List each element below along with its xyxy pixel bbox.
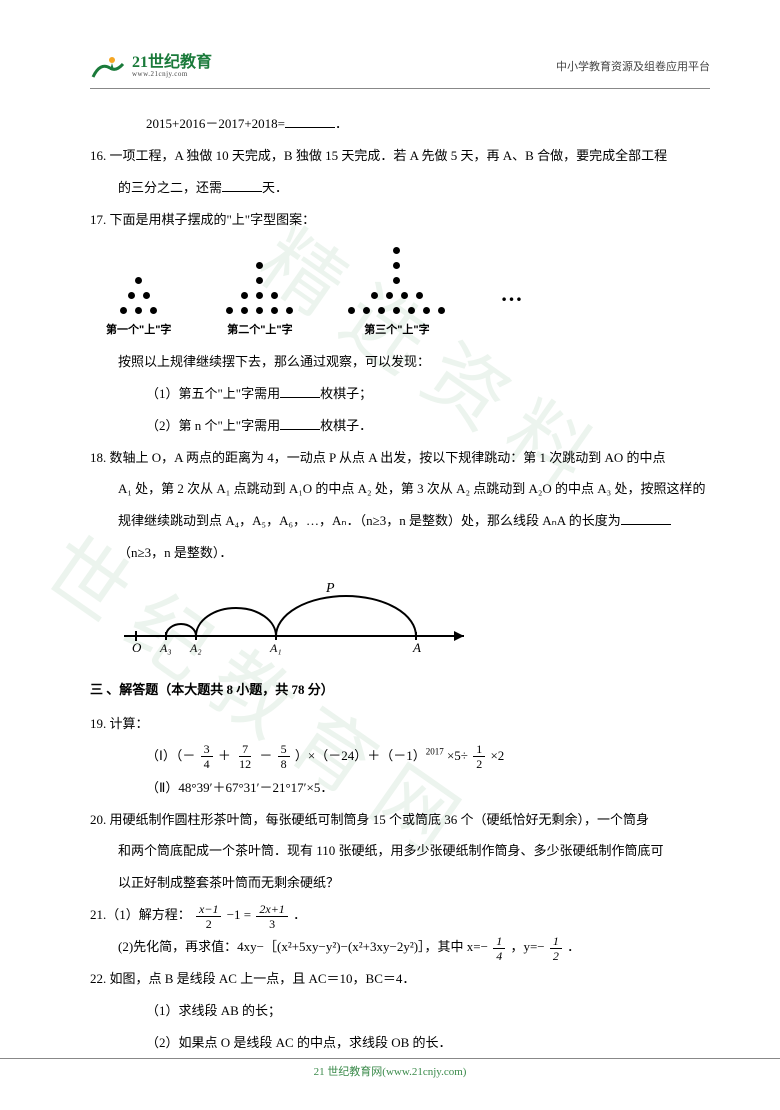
blank [621,511,671,525]
frac-1-2: 12 [473,743,485,770]
q20b: 和两个筒底配成一个茶叶筒．现有 110 张硬纸，用多少张硬纸制作筒身、多少张硬纸… [90,836,710,866]
logo-text: 21世纪教育 www.21cnjy.com [132,55,212,78]
frac-2x1-3: 2x+13 [256,903,287,930]
q21-1c: ． [293,907,306,922]
page: 21世纪教育 www.21cnjy.com 中小学教育资源及组卷应用平台 201… [0,0,780,1110]
q15-text: 2015+2016－2017+2018= [146,116,285,131]
fig-caption: 第三个"上"字 [364,318,429,343]
arc-diagram: P O A₃ A₂ A₁ A [116,576,710,667]
q18d: （n≥3，n 是整数）． [90,538,710,568]
q22: 22. 如图，点 B 是线段 AC 上一点，且 AC＝10，BC＝4． [90,964,710,994]
dot-grid [348,247,445,314]
q21-2a: (2)先化简，再求值：4xy−［(x²+5xy−y²)−(x²+3xy−2y²)… [118,939,488,954]
ellipsis: … [500,267,522,322]
fig-caption: 第一个"上"字 [106,318,171,343]
q19-1e: ×5÷ [447,748,468,763]
q19-2: （Ⅱ）48°39′＋67°31′－21°17′×5． [90,773,710,803]
content: 2015+2016－2017+2018=． 16. 一项工程，A 独做 10 天… [90,109,710,1058]
q19-1b: ＋ [218,748,231,763]
svg-text:O: O [132,640,142,655]
fig-caption: 第二个"上"字 [227,318,292,343]
exp-2017: 2017 [426,746,444,756]
blank [285,114,335,128]
q17: 17. 下面是用棋子摆成的"上"字型图案： [90,205,710,235]
q20a: 20. 用硬纸制作圆柱形茶叶筒，每张硬纸可制筒身 15 个或筒底 36 个（硬纸… [90,805,710,835]
logo-title: 21世纪教育 [132,55,212,71]
blank [280,416,320,430]
svg-text:A₃: A₃ [159,641,172,655]
svg-text:A₂: A₂ [189,641,202,655]
q17-2b: 枚棋子． [320,418,372,433]
section-3-title: 三 、解答题（本大题共 8 小题，共 78 分） [90,675,710,705]
q22-2: （2）如果点 O 是线段 AC 的中点，求线段 OB 的长． [90,1028,710,1058]
q19-1c: － [259,748,272,763]
q22-1: （1）求线段 AB 的长； [90,996,710,1026]
fig-1: 第一个"上"字 [106,277,171,343]
q17-2a: （2）第 n 个"上"字需用 [146,418,280,433]
q19-1f: ×2 [490,748,504,763]
q16b: 的三分之二，还需 [118,180,222,195]
frac-1-2b: 12 [550,935,562,962]
dot-grid [226,262,293,314]
q21-2b: ，y=− [510,939,544,954]
frac-3-4: 34 [201,743,213,770]
blank [280,384,320,398]
q20c: 以正好制成整套茶叶筒而无剩余硬纸？ [90,868,710,898]
dot-grid [120,277,157,314]
logo-icon [90,50,126,82]
q19-1: （Ⅰ）（－ 34 ＋ 712 － 58 ）×（－24）＋（－1）2017 ×5÷… [90,741,710,771]
q21-2c: ． [567,939,580,954]
q21-1a: 21.（1）解方程： [90,907,191,922]
svg-text:P: P [325,581,335,596]
q17-1b: 枚棋子； [320,386,372,401]
q21-1b: −1 = [227,907,251,922]
frac-5-8: 58 [278,743,290,770]
q17-follow: 按照以上规律继续摆下去，那么通过观察，可以发现： [90,347,710,377]
q19-1d: ）×（－24）＋（－1） [295,748,426,763]
up-figures: 第一个"上"字 第二个"上"字 [90,237,710,347]
q15-tail: 2015+2016－2017+2018=． [90,109,710,139]
frac-x-1-2: x−12 [196,903,221,930]
fig-3: 第三个"上"字 [348,247,445,343]
q16-line2: 的三分之二，还需 天． [90,173,710,203]
q18a: 18. 数轴上 O，A 两点的距离为 4，一动点 P 从点 A 出发，按以下规律… [90,443,710,473]
page-header: 21世纪教育 www.21cnjy.com 中小学教育资源及组卷应用平台 [90,50,710,89]
q17-2: （2）第 n 个"上"字需用 枚棋子． [90,411,710,441]
q16: 16. 一项工程，A 独做 10 天完成，B 独做 15 天完成．若 A 先做 … [90,141,710,171]
frac-1-4: 14 [493,935,505,962]
q19-1a: （Ⅰ）（－ [146,748,195,763]
q17-1: （1）第五个"上"字需用 枚棋子； [90,379,710,409]
svg-text:A: A [412,640,421,655]
q17-1a: （1）第五个"上"字需用 [146,386,280,401]
q16c: 天． [262,180,288,195]
q18b: A₁ 处，第 2 次从 A₁ 点跳动到 A₁O 的中点 A₂ 处，第 3 次从 … [90,474,710,504]
svg-text:A₁: A₁ [269,641,282,655]
blank [222,178,262,192]
q21-2: (2)先化简，再求值：4xy−［(x²+5xy−y²)−(x²+3xy−2y²)… [90,932,710,962]
q18c-text: 规律继续跳动到点 A₄，A₅，A₆，…，Aₙ．（n≥3，n 是整数）处，那么线段… [118,513,621,528]
frac-7-12: 712 [236,743,254,770]
fig-2: 第二个"上"字 [226,262,293,343]
logo-subtitle: www.21cnjy.com [132,71,212,78]
logo: 21世纪教育 www.21cnjy.com [90,50,212,82]
q18c: 规律继续跳动到点 A₄，A₅，A₆，…，Aₙ．（n≥3，n 是整数）处，那么线段… [90,506,710,536]
q21-1: 21.（1）解方程： x−12 −1 = 2x+13 ． [90,900,710,930]
header-right: 中小学教育资源及组卷应用平台 [556,58,710,74]
q19: 19. 计算： [90,709,710,739]
